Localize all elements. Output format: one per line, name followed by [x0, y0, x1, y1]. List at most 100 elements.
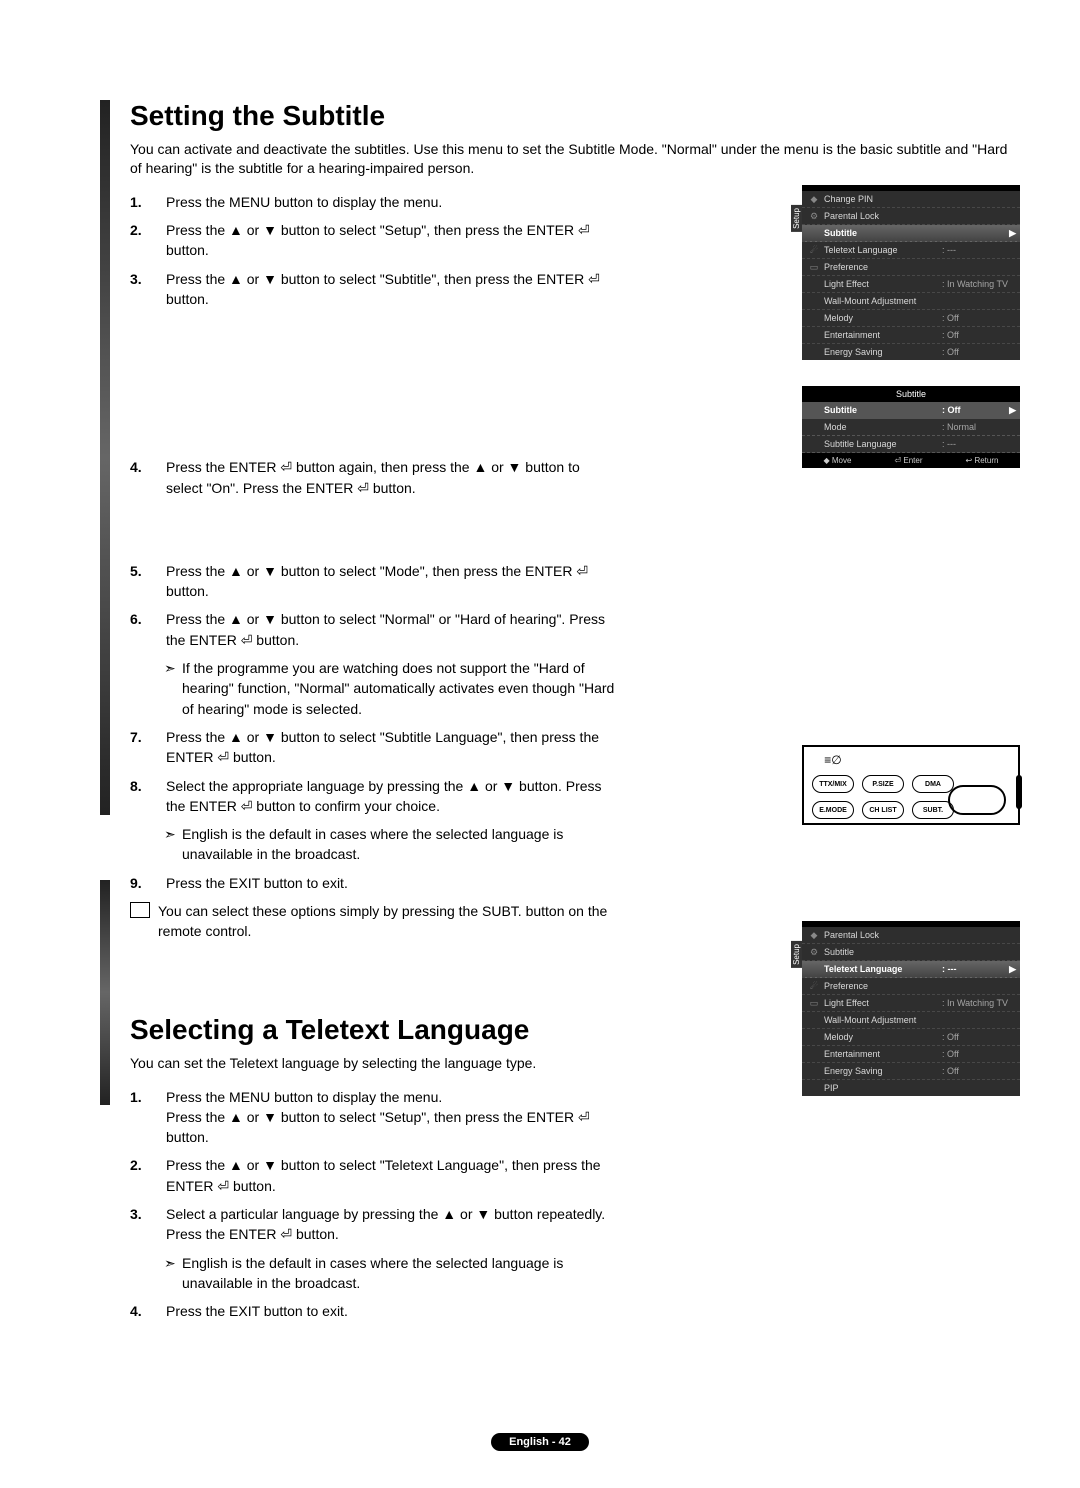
page-number: English - 42	[491, 1433, 589, 1451]
osd2-foot-item: ◆ Move	[824, 456, 852, 465]
osd3-icon: ▭	[808, 998, 820, 1009]
osd2-val: : Normal	[942, 422, 1012, 432]
osd3-row[interactable]: PIP	[802, 1080, 1020, 1096]
osd3-val: : Off	[942, 1066, 1012, 1076]
osd2-footer: ◆ Move⏎ Enter↩ Return	[802, 453, 1020, 468]
osd1-row[interactable]: Wall-Mount Adjustment	[802, 293, 1020, 310]
btn-chlist[interactable]: CH LIST	[862, 801, 904, 819]
osd2-key: Subtitle Language	[824, 439, 942, 449]
osd3-key: Melody	[824, 1032, 942, 1042]
osd3-row[interactable]: ◆Parental Lock	[802, 927, 1020, 944]
osd3-row[interactable]: Teletext Language: ---▶	[802, 961, 1020, 978]
btn-psize[interactable]: P.SIZE	[862, 775, 904, 793]
osd3-row[interactable]: Wall-Mount Adjustment	[802, 1012, 1020, 1029]
osd3-icon: ◆	[808, 930, 820, 941]
osd1-val: : Off	[942, 313, 1012, 323]
remote-control: ≡∅ TTX/MIX E.MODE P.SIZE CH LIST DMA SUB…	[802, 745, 1020, 825]
osd1-row[interactable]: ◆Change PIN	[802, 191, 1020, 208]
step-8: Select the appropriate language by press…	[130, 776, 620, 817]
osd2-foot-item: ↩ Return	[966, 456, 999, 465]
osd1-key: Wall-Mount Adjustment	[824, 296, 942, 306]
osd1-val: : Off	[942, 330, 1012, 340]
arrow-icon: ▶	[1009, 405, 1016, 416]
osd2-row[interactable]: Mode: Normal	[802, 419, 1020, 436]
section1-steps-d: Press the ▲ or ▼ button to select "Subti…	[130, 727, 620, 816]
section1-steps-b: Press the ENTER ⏎ button again, then pre…	[130, 457, 620, 498]
osd1-row[interactable]: Energy Saving: Off	[802, 344, 1020, 360]
osd3-key: Entertainment	[824, 1049, 942, 1059]
section2-steps-b: Press the EXIT button to exit.	[130, 1301, 620, 1321]
osd1-key: Change PIN	[824, 194, 942, 204]
btn-ttxmix[interactable]: TTX/MIX	[812, 775, 854, 793]
osd3-row[interactable]: Entertainment: Off	[802, 1046, 1020, 1063]
osd3-row[interactable]: Melody: Off	[802, 1029, 1020, 1046]
btn-emode[interactable]: E.MODE	[812, 801, 854, 819]
osd1-row[interactable]: Light Effect: In Watching TV	[802, 276, 1020, 293]
step-7: Press the ▲ or ▼ button to select "Subti…	[130, 727, 620, 768]
s2-step-1: Press the MENU button to display the men…	[130, 1087, 620, 1148]
section1-steps: Press the MENU button to display the men…	[130, 192, 620, 309]
s2-step-2: Press the ▲ or ▼ button to select "Telet…	[130, 1155, 620, 1196]
osd2-key: Mode	[824, 422, 942, 432]
osd2-key: Subtitle	[824, 405, 942, 415]
osd3-key: Energy Saving	[824, 1066, 942, 1076]
section1-steps-c: Press the ▲ or ▼ button to select "Mode"…	[130, 561, 620, 650]
osd1-icon: ▭	[808, 262, 820, 273]
osd1-row[interactable]: ▭ Preference	[802, 259, 1020, 276]
osd3-row[interactable]: Energy Saving: Off	[802, 1063, 1020, 1080]
osd1-row[interactable]: Melody: Off	[802, 310, 1020, 327]
osd3-row[interactable]: ⚙Subtitle	[802, 944, 1020, 961]
osd1-key: Energy Saving	[824, 347, 942, 357]
s2-1a: Press the MENU button to display the men…	[166, 1089, 442, 1105]
section1-note: You can select these options simply by p…	[130, 901, 620, 942]
btn-dma[interactable]: DMA	[912, 775, 954, 793]
osd1-row[interactable]: ⚙ Parental Lock	[802, 208, 1020, 225]
osd3-key: Preference	[824, 981, 942, 991]
osd1-val: : Off	[942, 347, 1012, 357]
osd3-val: : Off	[942, 1049, 1012, 1059]
osd1-tab: Setup	[791, 205, 802, 232]
osd-subtitle-menu: Subtitle Subtitle: Off▶Mode: NormalSubti…	[802, 386, 1020, 468]
osd3-key: PIP	[824, 1083, 942, 1093]
osd3-icon: ☄	[808, 981, 820, 992]
s2-step-4: Press the EXIT button to exit.	[130, 1301, 620, 1321]
osd1-key: Preference	[824, 262, 942, 272]
osd1-icon: ⚙	[808, 211, 820, 222]
osd3-val: : ---	[942, 964, 1012, 974]
osd3-key: Light Effect	[824, 998, 942, 1008]
section-bar-2	[100, 880, 110, 1105]
osd1-key: Entertainment	[824, 330, 942, 340]
osd1-row[interactable]: Entertainment: Off	[802, 327, 1020, 344]
s2-step-3: Select a particular language by pressing…	[130, 1204, 620, 1245]
section1-intro: You can activate and deactivate the subt…	[130, 140, 1020, 178]
osd3-key: Wall-Mount Adjustment	[824, 1015, 942, 1025]
osd-teletext-menu: Setup ◆Parental Lock⚙SubtitleTeletext La…	[802, 921, 1020, 1096]
page-footer: English - 42	[0, 1436, 1080, 1448]
s2-step3-sub: English is the default in cases where th…	[168, 1253, 620, 1294]
step-2: Press the ▲ or ▼ button to select "Setup…	[130, 220, 620, 261]
s2-1b: Press the ▲ or ▼ button to select "Setup…	[166, 1109, 590, 1145]
osd2-val: : Off	[942, 405, 1012, 415]
osd1-row[interactable]: ☄Teletext Language: ---	[802, 242, 1020, 259]
osd3-val: : Off	[942, 1032, 1012, 1042]
subt-highlight	[948, 785, 1006, 815]
osd3-key: Teletext Language	[824, 964, 942, 974]
osd1-row[interactable]: Subtitle▶	[802, 225, 1020, 242]
osd3-icon: ⚙	[808, 947, 820, 958]
osd1-key: Light Effect	[824, 279, 942, 289]
arrow-icon: ▶	[1009, 964, 1016, 975]
osd2-row[interactable]: Subtitle: Off▶	[802, 402, 1020, 419]
osd3-row[interactable]: ☄ Preference	[802, 978, 1020, 995]
osd1-key: Teletext Language	[824, 245, 942, 255]
osd2-title: Subtitle	[802, 386, 1020, 402]
osd-setup-menu: Setup ◆Change PIN⚙Parental LockSubtitle▶…	[802, 185, 1020, 360]
osd3-tab: Setup	[791, 941, 802, 968]
osd2-row[interactable]: Subtitle Language: ---	[802, 436, 1020, 453]
osd1-key: Parental Lock	[824, 211, 942, 221]
osd1-key: Melody	[824, 313, 942, 323]
osd3-row[interactable]: ▭Light Effect: In Watching TV	[802, 995, 1020, 1012]
arrow-icon: ▶	[1009, 228, 1016, 239]
teletext-icon: ≡∅	[824, 753, 841, 767]
remote-bump	[1016, 775, 1022, 809]
section2-steps: Press the MENU button to display the men…	[130, 1087, 620, 1245]
